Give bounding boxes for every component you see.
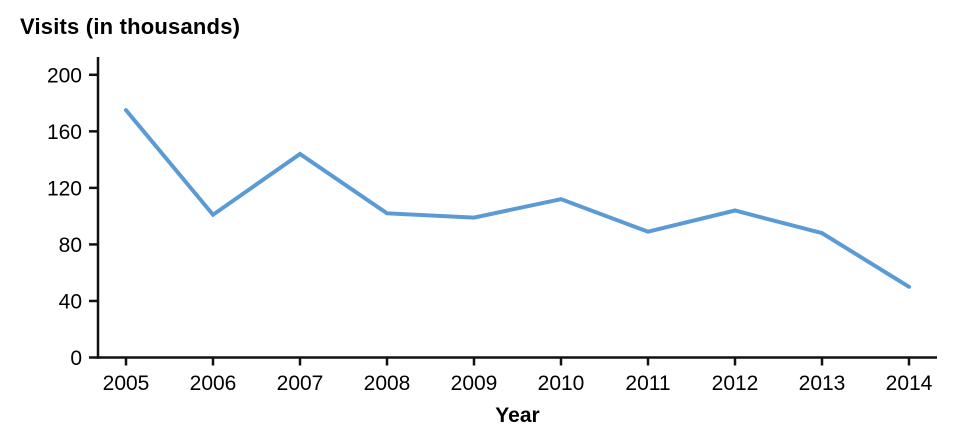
y-tick-label: 160 [47, 121, 82, 144]
x-tick-label: 2008 [364, 372, 411, 395]
data-line [124, 108, 911, 289]
x-tick-label: 2011 [625, 372, 670, 395]
x-tick-label: 2005 [103, 372, 150, 395]
y-tick-label: 200 [47, 64, 82, 87]
y-tick-label: 0 [70, 347, 82, 370]
chart-title: Visits (in thousands) [20, 14, 241, 39]
x-tick-label: 2010 [538, 372, 585, 395]
x-tick-label: 2012 [712, 372, 759, 395]
x-tick-label: 2009 [451, 372, 498, 395]
x-tick-label: 2013 [799, 372, 846, 395]
x-tick-label: 2014 [886, 372, 933, 395]
x-axis-title: Year [495, 404, 540, 427]
y-tick-label: 120 [47, 177, 82, 200]
x-tick-label: 2007 [277, 372, 324, 395]
x-tick-label: 2006 [190, 372, 237, 395]
y-tick-label: 80 [59, 234, 82, 257]
y-tick-label: 40 [59, 290, 82, 313]
